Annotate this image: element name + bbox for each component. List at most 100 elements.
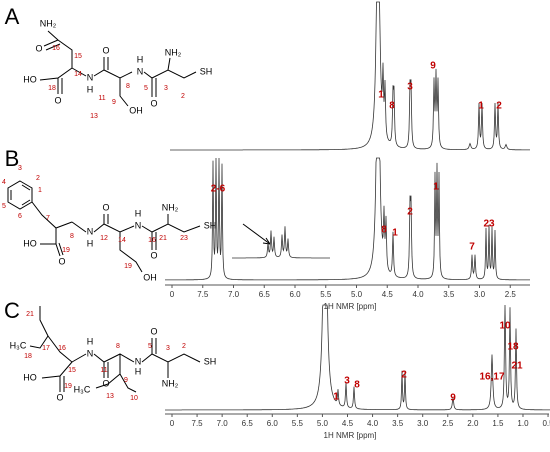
tick-label: 6.0 (267, 419, 279, 428)
atom-label: O (56, 392, 63, 402)
peak-label: 8 (389, 101, 395, 112)
tick-label: 7.0 (228, 290, 240, 299)
peak-label: 9 (450, 393, 456, 404)
locant: 19 (124, 263, 132, 270)
peak-label: 16,17 (479, 372, 504, 383)
peak-label: 18 (507, 342, 519, 353)
locant: 8 (70, 233, 74, 240)
atom-label: N (135, 220, 142, 230)
locant: 8 (116, 343, 120, 350)
locant: 16 (52, 45, 60, 52)
locant: 18 (24, 353, 32, 360)
atom-label: NH₂ (162, 378, 179, 388)
locant: 23 (180, 235, 188, 242)
spectrum (165, 304, 550, 411)
locant: 13 (106, 393, 114, 400)
locant: 13 (90, 113, 98, 120)
inset-spectrum (232, 226, 330, 259)
atom-label: NH₂ (165, 47, 182, 57)
atom-label: SH (200, 66, 213, 76)
peak-label: 10 (499, 321, 511, 332)
inset-arrow (242, 223, 271, 245)
atom-label: O (54, 95, 61, 105)
locant: 19 (64, 383, 72, 390)
spectrum (165, 157, 530, 281)
locant: 10 (130, 395, 138, 402)
peak-label: 8 (354, 380, 360, 391)
tick-label: 4.0 (367, 419, 379, 428)
peak-label: 3 (344, 376, 350, 387)
atom-label: N (135, 356, 142, 366)
atom-label: H (137, 54, 144, 64)
locant: 2 (181, 93, 185, 100)
bonds-a (39, 30, 197, 107)
atom-label: H (87, 336, 94, 346)
locant: 18 (48, 85, 56, 92)
atom-label: HO (23, 372, 37, 382)
locant: 15 (68, 367, 76, 374)
peak-label: 23 (483, 219, 495, 230)
atom-label: O (102, 202, 109, 212)
tick-label: 7.5 (197, 290, 209, 299)
locant: 11 (98, 95, 105, 102)
tick-label: 2.0 (467, 419, 479, 428)
atom-label: HO (23, 74, 37, 84)
tick-label: 7.0 (217, 419, 229, 428)
atom-label: H₃C (74, 384, 91, 394)
peak-label: 1 (333, 392, 339, 403)
peak-label: 2 (496, 101, 502, 112)
tick-label: 6.5 (259, 290, 271, 299)
tick-label: 3.0 (474, 290, 486, 299)
atom-label: O (58, 256, 65, 266)
tick-label: 3.0 (417, 419, 429, 428)
peak-label: 8 (381, 225, 387, 236)
locant: 14 (118, 237, 126, 244)
peak-label: 1 (392, 228, 398, 239)
atom-label: H (135, 366, 142, 376)
tick-label: 7.5 (192, 419, 204, 428)
locant: 7 (46, 215, 50, 222)
locant: 15 (74, 53, 82, 60)
tick-label: 5.5 (320, 290, 332, 299)
peak-label: 21 (511, 361, 523, 372)
atom-label: NH₂ (40, 18, 57, 28)
locant: 14 (74, 71, 82, 78)
atom-label: H (87, 84, 94, 94)
locant: 21 (26, 311, 34, 318)
axis-title: 1H NMR [ppm] (324, 431, 377, 440)
atom-label: O (102, 45, 109, 55)
locant: 16 (58, 345, 66, 352)
spectrum (170, 1, 530, 151)
panel-letter: C (4, 298, 20, 323)
locant: 3 (164, 85, 168, 92)
atom-label: N (87, 72, 94, 82)
bonds-c (29, 306, 201, 393)
tick-label: 1.0 (517, 419, 529, 428)
locant: 3 (18, 165, 22, 172)
locant: 17 (42, 345, 50, 352)
locant: 19 (62, 247, 70, 254)
peak-label: 3 (407, 82, 413, 93)
tick-label: 1.5 (492, 419, 504, 428)
atom-label: NH₂ (162, 202, 179, 212)
locant: 5 (144, 85, 148, 92)
atom-label: OH (129, 105, 143, 115)
bonds-b (7, 180, 201, 273)
locant: 5 (148, 343, 152, 350)
locant: 5 (2, 203, 6, 210)
locant: 9 (112, 99, 116, 106)
locant: 4 (2, 179, 6, 186)
peak-label: 9 (430, 61, 436, 72)
atom-label: H (87, 238, 94, 248)
atom-label: O (150, 98, 157, 108)
tick-label: 2.5 (442, 419, 454, 428)
tick-label: 5.0 (317, 419, 329, 428)
tick-label: 0.5 (542, 419, 550, 428)
locant: 16 (148, 237, 156, 244)
tick-label: 3.5 (392, 419, 404, 428)
atom-label: N (137, 66, 144, 76)
panel-letter: B (5, 146, 20, 171)
locant: 12 (100, 235, 108, 242)
locant: 21 (159, 235, 167, 242)
